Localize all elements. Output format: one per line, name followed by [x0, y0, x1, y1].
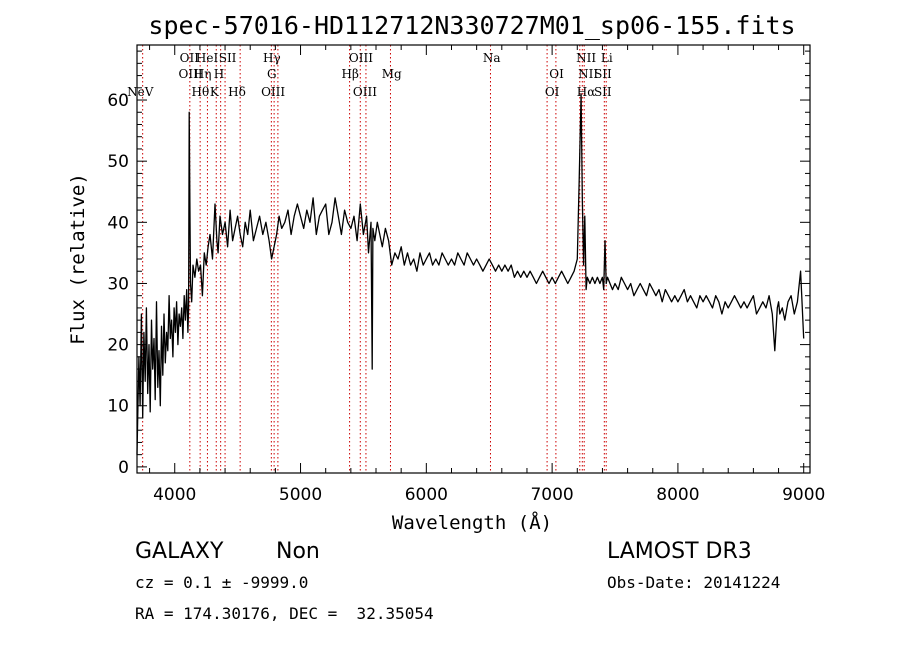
spectral-line-label: Hα: [577, 85, 596, 99]
plot-frame: [136, 44, 811, 474]
x-tick-label: 8000: [656, 485, 699, 505]
spectral-line-label: Na: [483, 51, 501, 65]
spectral-line-label: SII: [594, 67, 612, 81]
spectral-line-labels: NeV OII OIII Hθ HeI Hη HK SII Hδ Hγ G OIII OIII Hβ OII…: [127, 51, 613, 99]
spectral-line-label: Hθ: [192, 85, 210, 99]
y-tick-label: 50: [107, 152, 129, 172]
spectral-line-label: Hγ: [263, 51, 281, 65]
spectral-line-label: SII: [594, 85, 612, 99]
spectral-line-label: NeV: [127, 85, 154, 99]
spectral-line-label: OI: [545, 85, 560, 99]
spectral-line-label: NII: [578, 67, 598, 81]
y-tick-label: 0: [118, 458, 129, 478]
spectral-line-label: Hβ: [342, 67, 359, 81]
y-tick-label: 20: [107, 336, 129, 356]
spectral-line-label: OIII: [261, 85, 285, 99]
redshift-cz: cz = 0.1 ± -9999.0: [135, 573, 309, 592]
spectral-line-label: HeI: [196, 51, 219, 65]
y-tick-label: 60: [107, 91, 129, 111]
y-tick-label: 30: [107, 274, 129, 294]
y-tick-label: 40: [107, 213, 129, 233]
spectral-line-label: OIII: [349, 51, 373, 65]
obs-date: Obs-Date: 20141224: [607, 573, 781, 592]
object-subclass: Non: [276, 539, 320, 564]
x-tick-label: 4000: [153, 485, 196, 505]
object-class: GALAXY: [135, 539, 224, 564]
chart-title: spec-57016-HD112712N330727M01_sp06-155.f…: [148, 11, 795, 40]
y-axis-ticks: 0 10 20 30 40 50 60: [107, 50, 810, 478]
spectral-line-label: OIII: [353, 85, 377, 99]
x-tick-label: 9000: [782, 485, 825, 505]
spectral-line-label: G: [267, 67, 277, 81]
x-tick-label: 7000: [530, 485, 573, 505]
x-tick-label: 5000: [279, 485, 322, 505]
spectrum-series-line: [136, 93, 805, 455]
survey-name: LAMOST DR3: [607, 539, 752, 564]
spectral-line-label: NII: [576, 51, 596, 65]
spectral-line-label: OI: [549, 67, 564, 81]
spectral-line-label: Li: [601, 51, 613, 65]
spectral-line-label: H: [214, 67, 224, 81]
y-axis-label: Flux (relative): [67, 173, 89, 345]
x-axis-label: Wavelength (Å): [392, 511, 552, 534]
ra-dec-coords: RA = 174.30176, DEC = 32.35054: [135, 604, 434, 623]
spectral-line-label: OIII: [179, 67, 203, 81]
spectral-line-label: Hη: [194, 67, 212, 81]
spectral-line-label: OII: [180, 51, 200, 65]
y-tick-label: 10: [107, 397, 129, 417]
x-tick-label: 6000: [405, 485, 448, 505]
spectral-line-label: K: [210, 85, 220, 99]
x-axis-ticks: 4000 5000 6000 7000 8000 9000: [149, 45, 825, 505]
spectral-line-label: Mg: [382, 67, 402, 81]
spectral-line-label: Hδ: [228, 85, 246, 99]
spectral-line-label: SII: [219, 51, 237, 65]
